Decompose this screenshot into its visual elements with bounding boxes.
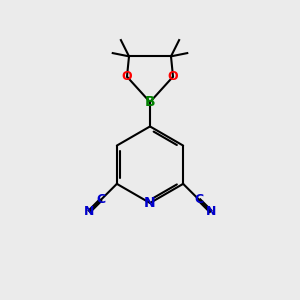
Text: C: C bbox=[97, 193, 106, 206]
Text: C: C bbox=[194, 193, 203, 206]
Text: O: O bbox=[122, 70, 132, 83]
Text: O: O bbox=[168, 70, 178, 83]
Text: N: N bbox=[206, 206, 216, 218]
Text: N: N bbox=[84, 206, 94, 218]
Text: N: N bbox=[144, 196, 156, 210]
Text: B: B bbox=[145, 95, 155, 109]
